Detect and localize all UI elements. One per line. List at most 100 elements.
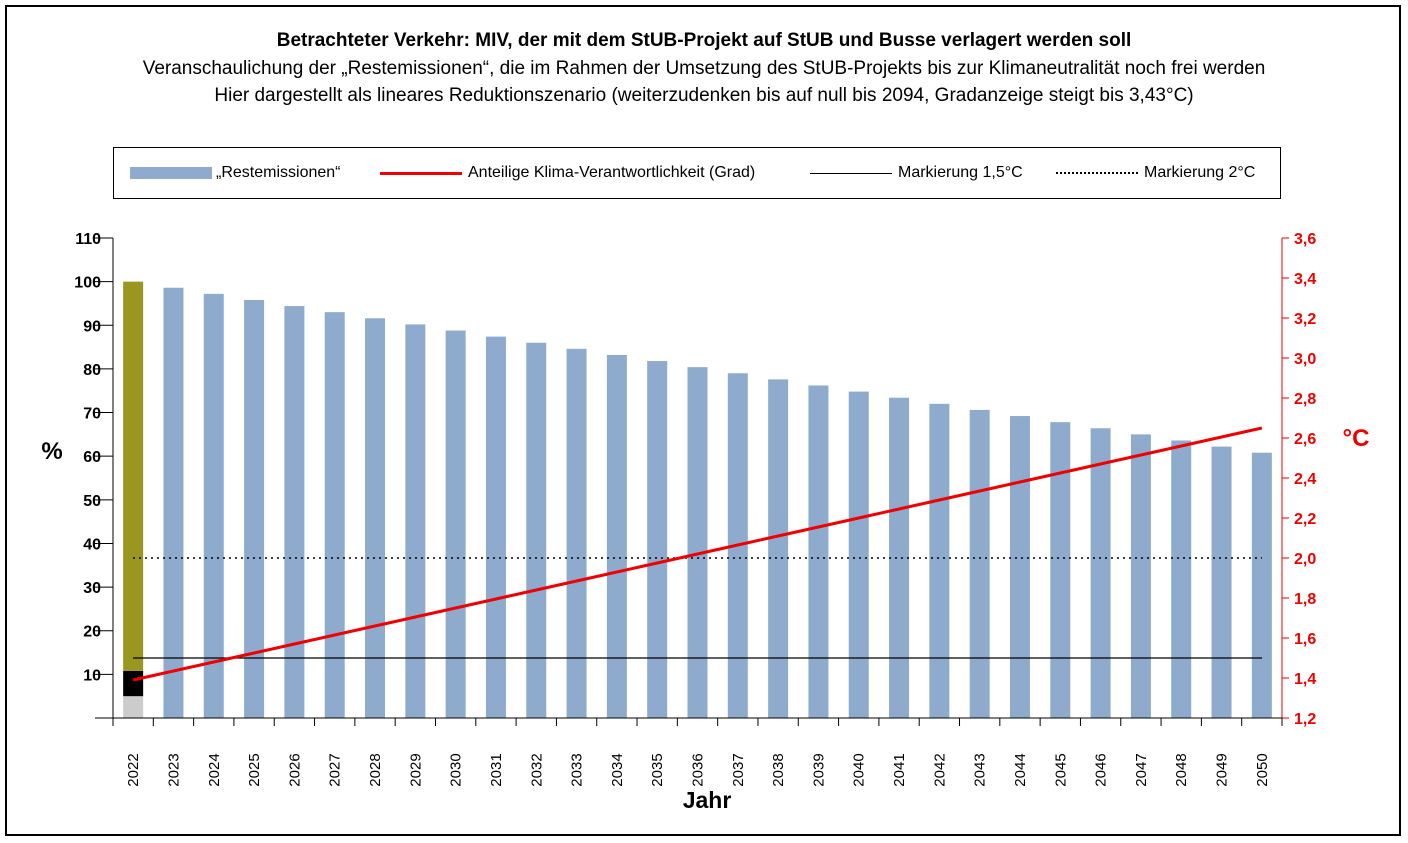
x-tick-label: 2026 bbox=[286, 753, 303, 786]
x-tick-label: 2028 bbox=[367, 753, 384, 786]
bar-2041 bbox=[889, 397, 910, 718]
x-axis-title: Jahr bbox=[683, 787, 732, 813]
x-tick-label: 2042 bbox=[931, 753, 948, 786]
y-tick-label: 10 bbox=[83, 667, 101, 684]
y-tick-label: 90 bbox=[83, 318, 101, 335]
x-tick-label: 2030 bbox=[448, 753, 465, 786]
x-tick-label: 2045 bbox=[1052, 753, 1069, 786]
x-tick-label: 2041 bbox=[891, 753, 908, 786]
y2-axis-title: °C bbox=[1343, 425, 1370, 452]
y-tick-label: 70 bbox=[83, 406, 101, 423]
y-axis-title: % bbox=[41, 438, 62, 465]
x-tick-label: 2047 bbox=[1133, 753, 1150, 786]
y2-tick-label: 1,6 bbox=[1294, 631, 1316, 648]
bar-2029 bbox=[405, 324, 426, 718]
temperature-line-group bbox=[132, 426, 1263, 682]
bar-2035 bbox=[647, 361, 668, 718]
y2-tick-label: 3,0 bbox=[1294, 351, 1316, 368]
bar-2038 bbox=[768, 379, 789, 718]
bar-2032 bbox=[526, 342, 547, 718]
legend-swatch-red-line bbox=[380, 171, 462, 175]
legend-swatch-bars bbox=[130, 167, 212, 179]
bar-2036 bbox=[687, 367, 708, 718]
bar-2039 bbox=[808, 385, 829, 718]
y2-tick-label: 2,6 bbox=[1294, 431, 1316, 448]
bar-2045 bbox=[1050, 422, 1071, 718]
x-tick-label: 2033 bbox=[569, 753, 586, 786]
legend: „Restemissionen“ Anteilige Klima-Verantw… bbox=[113, 147, 1281, 199]
x-tick-label: 2037 bbox=[730, 753, 747, 786]
bar-2027 bbox=[324, 312, 345, 718]
legend-swatch-solid-line bbox=[810, 172, 892, 174]
y-tick-label: 80 bbox=[83, 362, 101, 379]
bar-2048 bbox=[1171, 440, 1192, 718]
bars-group bbox=[123, 281, 1272, 718]
x-tick-label: 2029 bbox=[407, 753, 424, 786]
bar-2026 bbox=[284, 306, 305, 718]
x-tick-label: 2044 bbox=[1012, 753, 1029, 786]
axes-group: 1020304050607080901001101,21,41,61,82,02… bbox=[74, 231, 1316, 787]
legend-item-bars: „Restemissionen“ bbox=[130, 148, 340, 198]
bar-2046 bbox=[1090, 428, 1111, 718]
x-tick-label: 2032 bbox=[528, 753, 545, 786]
x-tick-label: 2034 bbox=[609, 753, 626, 786]
legend-label-dotted-line: Markierung 2°C bbox=[1144, 164, 1256, 181]
x-tick-label: 2031 bbox=[488, 753, 505, 786]
x-tick-label: 2025 bbox=[246, 753, 263, 786]
y2-tick-label: 1,4 bbox=[1294, 671, 1316, 688]
x-tick-label: 2048 bbox=[1173, 753, 1190, 786]
temperature-line bbox=[132, 426, 1263, 682]
legend-item-solid-line: Markierung 1,5°C bbox=[810, 148, 1023, 198]
bar-2023 bbox=[163, 287, 184, 718]
bar-2050 bbox=[1251, 452, 1272, 718]
bar-2034 bbox=[606, 354, 627, 718]
bar-2024 bbox=[203, 293, 224, 718]
legend-label-bars: „Restemissionen“ bbox=[216, 164, 341, 181]
bar-2025 bbox=[244, 299, 265, 718]
x-tick-label: 2027 bbox=[327, 753, 344, 786]
legend-item-red-line: Anteilige Klima-Verantwortlichkeit (Grad… bbox=[380, 148, 755, 198]
reference-lines-group bbox=[133, 557, 1262, 659]
y2-tick-label: 1,2 bbox=[1294, 711, 1316, 728]
bar-2047 bbox=[1130, 434, 1151, 718]
x-tick-label: 2023 bbox=[165, 753, 182, 786]
bar-2022-segment-schwarz bbox=[123, 670, 144, 697]
bar-2033 bbox=[566, 348, 587, 718]
x-tick-label: 2024 bbox=[206, 753, 223, 786]
bar-2028 bbox=[365, 318, 386, 718]
y2-tick-label: 2,2 bbox=[1294, 511, 1316, 528]
y2-tick-label: 3,6 bbox=[1294, 231, 1316, 248]
y-tick-label: 20 bbox=[83, 624, 101, 641]
bar-2042 bbox=[929, 403, 950, 718]
x-tick-label: 2038 bbox=[770, 753, 787, 786]
y-tick-label: 30 bbox=[83, 580, 101, 597]
bar-2044 bbox=[1009, 416, 1030, 718]
bar-2031 bbox=[485, 336, 506, 718]
y2-tick-label: 2,4 bbox=[1294, 471, 1316, 488]
y-tick-label: 100 bbox=[74, 275, 101, 292]
chart-subtitle-2: Hier dargestellt als lineares Reduktions… bbox=[214, 85, 1194, 106]
y2-tick-label: 1,8 bbox=[1294, 591, 1316, 608]
bar-2022-segment-oliv bbox=[123, 281, 144, 671]
legend-label-red-line: Anteilige Klima-Verantwortlichkeit (Grad… bbox=[468, 164, 756, 181]
y2-tick-label: 2,0 bbox=[1294, 551, 1316, 568]
y-tick-label: 40 bbox=[83, 536, 101, 553]
x-tick-label: 2039 bbox=[810, 753, 827, 786]
legend-swatch-dotted-line bbox=[1056, 172, 1138, 174]
bar-2049 bbox=[1211, 446, 1232, 718]
x-tick-label: 2049 bbox=[1214, 753, 1231, 786]
chart-title: Betrachteter Verkehr: MIV, der mit dem S… bbox=[276, 30, 1132, 51]
y2-tick-label: 3,2 bbox=[1294, 311, 1316, 328]
x-tick-label: 2043 bbox=[972, 753, 989, 786]
x-tick-label: 2050 bbox=[1254, 753, 1271, 786]
x-tick-label: 2040 bbox=[851, 753, 868, 786]
bar-2043 bbox=[969, 409, 990, 718]
y2-tick-label: 3,4 bbox=[1294, 271, 1316, 288]
y-tick-label: 50 bbox=[83, 493, 101, 510]
x-tick-label: 2036 bbox=[690, 753, 707, 786]
legend-item-dotted-line: Markierung 2°C bbox=[1056, 148, 1255, 198]
x-tick-label: 2022 bbox=[125, 753, 142, 786]
bar-2040 bbox=[848, 391, 869, 718]
x-tick-label: 2035 bbox=[649, 753, 666, 786]
